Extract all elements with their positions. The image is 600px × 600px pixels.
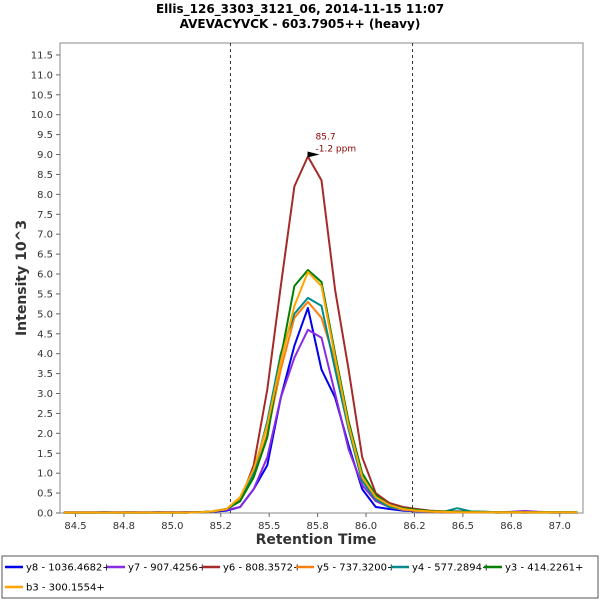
chart-subtitle: AVEVACYVCK - 603.7905++ (heavy)	[180, 17, 421, 31]
y-axis-label: Intensity 10^3	[14, 220, 30, 336]
peak-boundaries	[229, 43, 414, 513]
legend-label: y4 - 577.2894+	[412, 563, 490, 574]
y-tick-label: 7.0	[37, 230, 53, 241]
x-tick-label: 84.8	[113, 521, 135, 532]
x-tick-label: 87.0	[549, 521, 571, 532]
legend-label: b3 - 300.1554+	[26, 583, 105, 594]
y-tick-label: 10.0	[31, 110, 53, 121]
legend-label: y8 - 1036.4682+	[26, 563, 111, 574]
x-tick-label: 84.5	[64, 521, 86, 532]
x-axis-label: Retention Time	[256, 532, 377, 548]
y-tick-label: 3.0	[37, 389, 53, 400]
y-tick-label: 9.0	[37, 150, 53, 161]
legend: y8 - 1036.4682+ y7 - 907.4256+ y6 - 808.35…	[5, 563, 583, 594]
y-tick-label: 7.5	[37, 210, 53, 221]
y-axis-ticks: 0.0 0.5 1.0 1.5 2.0 2.5 3.0 3.5 4.0 4.5 5.0 5.5 6.0 6…	[31, 50, 60, 520]
plot-area	[59, 42, 584, 514]
series-line	[63, 271, 578, 514]
x-tick-label: 86.5	[452, 521, 474, 532]
y-tick-label: 11.5	[31, 50, 53, 61]
peak-annotation: 85.7 -1.2 ppm	[307, 133, 357, 158]
x-tick-label: 85.0	[161, 521, 183, 532]
y-tick-label: 8.0	[37, 190, 53, 201]
y-tick-label: 8.5	[37, 170, 53, 181]
annotation-ppm: -1.2 ppm	[316, 145, 357, 155]
x-tick-label: 85.8	[306, 521, 328, 532]
x-tick-label: 85.5	[258, 521, 280, 532]
y-tick-label: 9.5	[37, 130, 53, 141]
y-tick-label: 0.5	[37, 489, 53, 500]
y-tick-label: 4.0	[37, 349, 53, 360]
legend-label: y6 - 808.3572+	[223, 563, 301, 574]
y-tick-label: 5.0	[37, 309, 53, 320]
y-tick-label: 6.0	[37, 270, 53, 281]
y-tick-label: 1.0	[37, 469, 53, 480]
legend-label: y7 - 907.4256+	[128, 563, 206, 574]
y-tick-label: 4.5	[37, 329, 53, 340]
x-tick-label: 85.2	[210, 521, 232, 532]
legend-label: y3 - 414.2261+	[505, 563, 583, 574]
y-tick-label: 0.0	[37, 509, 53, 520]
peak-marker	[307, 151, 320, 158]
y-tick-label: 2.0	[37, 429, 53, 440]
y-tick-label: 3.5	[37, 369, 53, 380]
y-tick-label: 11.0	[31, 70, 53, 81]
y-tick-label: 2.5	[37, 409, 53, 420]
legend-box	[1, 555, 599, 599]
x-tick-label: 86.8	[500, 521, 522, 532]
x-tick-label: 86.0	[355, 521, 377, 532]
y-tick-label: 10.5	[31, 90, 53, 101]
y-tick-label: 1.5	[37, 449, 53, 460]
chart-title: Ellis_126_3303_3121_06, 2014-11-15 11:07	[156, 2, 444, 17]
y-tick-label: 6.5	[37, 250, 53, 261]
y-tick-label: 5.5	[37, 289, 53, 300]
series-lines	[63, 155, 578, 514]
annotation-rt: 85.7	[316, 133, 336, 143]
x-axis-ticks: 84.5 84.8 85.0 85.2 85.5 85.8 86.0 86.2 86.5 86.8…	[64, 513, 571, 532]
legend-label: y5 - 737.3200+	[317, 563, 395, 574]
x-tick-label: 86.2	[403, 521, 425, 532]
